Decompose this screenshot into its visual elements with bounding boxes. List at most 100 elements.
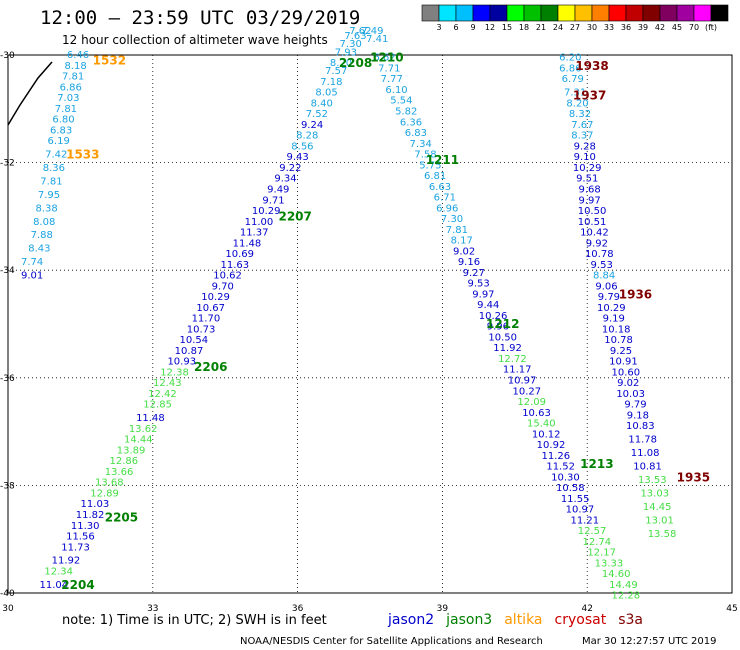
wave-height-value: 6.79 — [562, 74, 584, 85]
colorbar-swatch — [574, 4, 593, 22]
longitude-tick-label: 45 — [726, 604, 737, 614]
colorbar-label: 36 — [621, 23, 631, 32]
track-jason3-1210-1213: 7.497.41 6.627.717.776.105.545.826.366.83… — [361, 26, 640, 602]
pass-number: 2207 — [278, 209, 311, 223]
colorbar-swatch — [710, 4, 729, 22]
longitude-tick-label: 33 — [147, 604, 158, 614]
wave-height-value: 15.40 — [527, 419, 556, 430]
wave-height-value: 10.78 — [585, 249, 614, 260]
pass-number: 1213 — [580, 457, 613, 471]
wave-height-value: 11.63 — [221, 260, 250, 271]
page-subtitle: 12 hour collection of altimeter wave hei… — [62, 33, 328, 47]
wave-height-value: 11.37 — [240, 228, 269, 239]
wave-height-value: 7.67 — [571, 120, 593, 131]
wave-height-value: 11.70 — [192, 314, 221, 325]
wave-height-value: 10.27 — [513, 386, 542, 397]
wave-height-value: 10.73 — [187, 324, 216, 335]
pass-number: 1211 — [426, 153, 459, 167]
wave-height-value: 5.82 — [395, 106, 417, 117]
wave-height-value: 9.27 — [463, 268, 485, 279]
wave-height-value: 8.38 — [35, 203, 57, 214]
wave-height-value: 7.95 — [38, 190, 60, 201]
wave-height-value: 11.04 — [40, 580, 69, 591]
wave-height-value: 10.26 — [479, 311, 508, 322]
colorbar-swatch — [455, 4, 474, 22]
wave-height-value: 7.81 — [40, 176, 62, 187]
colorbar-label: 30 — [587, 23, 597, 32]
wave-height-value: 6.83 — [50, 125, 72, 136]
pass-number: 1938 — [575, 59, 608, 73]
wave-height-value: 6.20 — [559, 53, 581, 64]
wave-height-value: 7.71 — [378, 63, 400, 74]
wave-height-value: 12.72 — [498, 354, 527, 365]
wave-height-value: 9.97 — [578, 195, 600, 206]
wave-height-value: 13.68 — [95, 478, 124, 489]
wave-height-value: 8.08 — [33, 217, 55, 228]
wave-height-value: 10.92 — [537, 440, 566, 451]
colorbar-label: 9 — [470, 23, 475, 32]
wave-height-value: 13.62 — [129, 424, 158, 435]
wave-height-value: 8.28 — [296, 131, 318, 142]
colorbar-label: 12 — [485, 23, 495, 32]
wave-height-value: 9.49 — [267, 185, 289, 196]
colorbar-swatch — [625, 4, 644, 22]
wave-height-value: 11.48 — [136, 413, 165, 424]
wave-height-value: 10.29 — [201, 292, 230, 303]
wave-height-value: 7.52 — [306, 109, 328, 120]
colorbar-swatch — [540, 4, 559, 22]
wave-height-value: 9.22 — [279, 163, 301, 174]
wave-height-value: 8.36 — [43, 163, 65, 174]
wave-height-value: 6.86 — [60, 82, 82, 93]
wave-height-value: 9.01 — [21, 271, 43, 282]
wave-height-value: 6.96 — [436, 203, 458, 214]
wave-height-value: 8.18 — [64, 61, 86, 72]
wave-height-value: 9.51 — [576, 174, 598, 185]
legend-s3a: s3a — [618, 612, 643, 628]
satellite-legend: jason2 jason3 altika cryosat s3a — [387, 612, 643, 628]
wave-height-value: 6.63 — [429, 182, 451, 193]
wave-height-value: 9.71 — [262, 195, 284, 206]
wave-height-value: 9.44 — [477, 300, 499, 311]
wave-height-value: 11.03 — [81, 499, 110, 510]
wave-height-value: 14.45 — [643, 502, 672, 513]
page-title: 12:00 — 23:59 UTC 03/29/2019 — [40, 7, 360, 29]
wave-height-value: 8.20 — [330, 58, 352, 69]
wave-height-value: 7.18 — [320, 77, 342, 88]
wave-height-value: 10.50 — [578, 206, 607, 217]
wave-height-value: 8.43 — [28, 244, 50, 255]
wave-height-value: 11.56 — [66, 532, 95, 543]
wave-height-value: 10.87 — [175, 346, 204, 357]
wave-height-value: 9.53 — [591, 260, 613, 271]
wave-height-value: 10.67 — [196, 303, 225, 314]
pass-number: 1935 — [677, 470, 710, 484]
lat-lon-grid — [8, 55, 732, 593]
wave-height-value: 9.16 — [458, 257, 480, 268]
wave-height-value: 12.43 — [153, 378, 182, 389]
wave-height-value: 6.80 — [52, 115, 74, 126]
units-note: note: 1) Time is in UTC; 2) SWH is in fe… — [62, 613, 327, 628]
wave-height-value: 8.40 — [311, 98, 333, 109]
colorbar-swatch — [438, 4, 457, 22]
wave-height-value: 12.85 — [143, 400, 172, 411]
wave-height-value: 7.81 — [62, 72, 84, 83]
colorbar-label: 18 — [519, 23, 529, 32]
wave-height-value: 7.77 — [381, 74, 403, 85]
wave-height-value: 11.92 — [52, 556, 81, 567]
wave-height-value: 9.79 — [624, 400, 646, 411]
wave-height-value: 9.79 — [598, 292, 620, 303]
wave-height-value: 12.42 — [148, 389, 177, 400]
wave-height-value: 6.62 — [373, 53, 395, 64]
wave-height-value: 11.48 — [233, 238, 262, 249]
wave-height-value: 10.18 — [602, 324, 631, 335]
colorbar-swatch — [523, 4, 542, 22]
legend-cryosat: cryosat — [555, 612, 607, 628]
wave-height-value: 7.62 — [349, 26, 371, 37]
wave-height-value: 10.62 — [213, 271, 242, 282]
map-frame — [7, 54, 733, 594]
wave-height-value: 10.30 — [551, 472, 580, 483]
colorbar-swatch — [591, 4, 610, 22]
wave-height-value: 9.92 — [586, 238, 608, 249]
wave-height-value: 10.97 — [508, 375, 537, 386]
colorbar-label: 3 — [436, 23, 441, 32]
wave-height-value: 6.19 — [48, 136, 70, 147]
